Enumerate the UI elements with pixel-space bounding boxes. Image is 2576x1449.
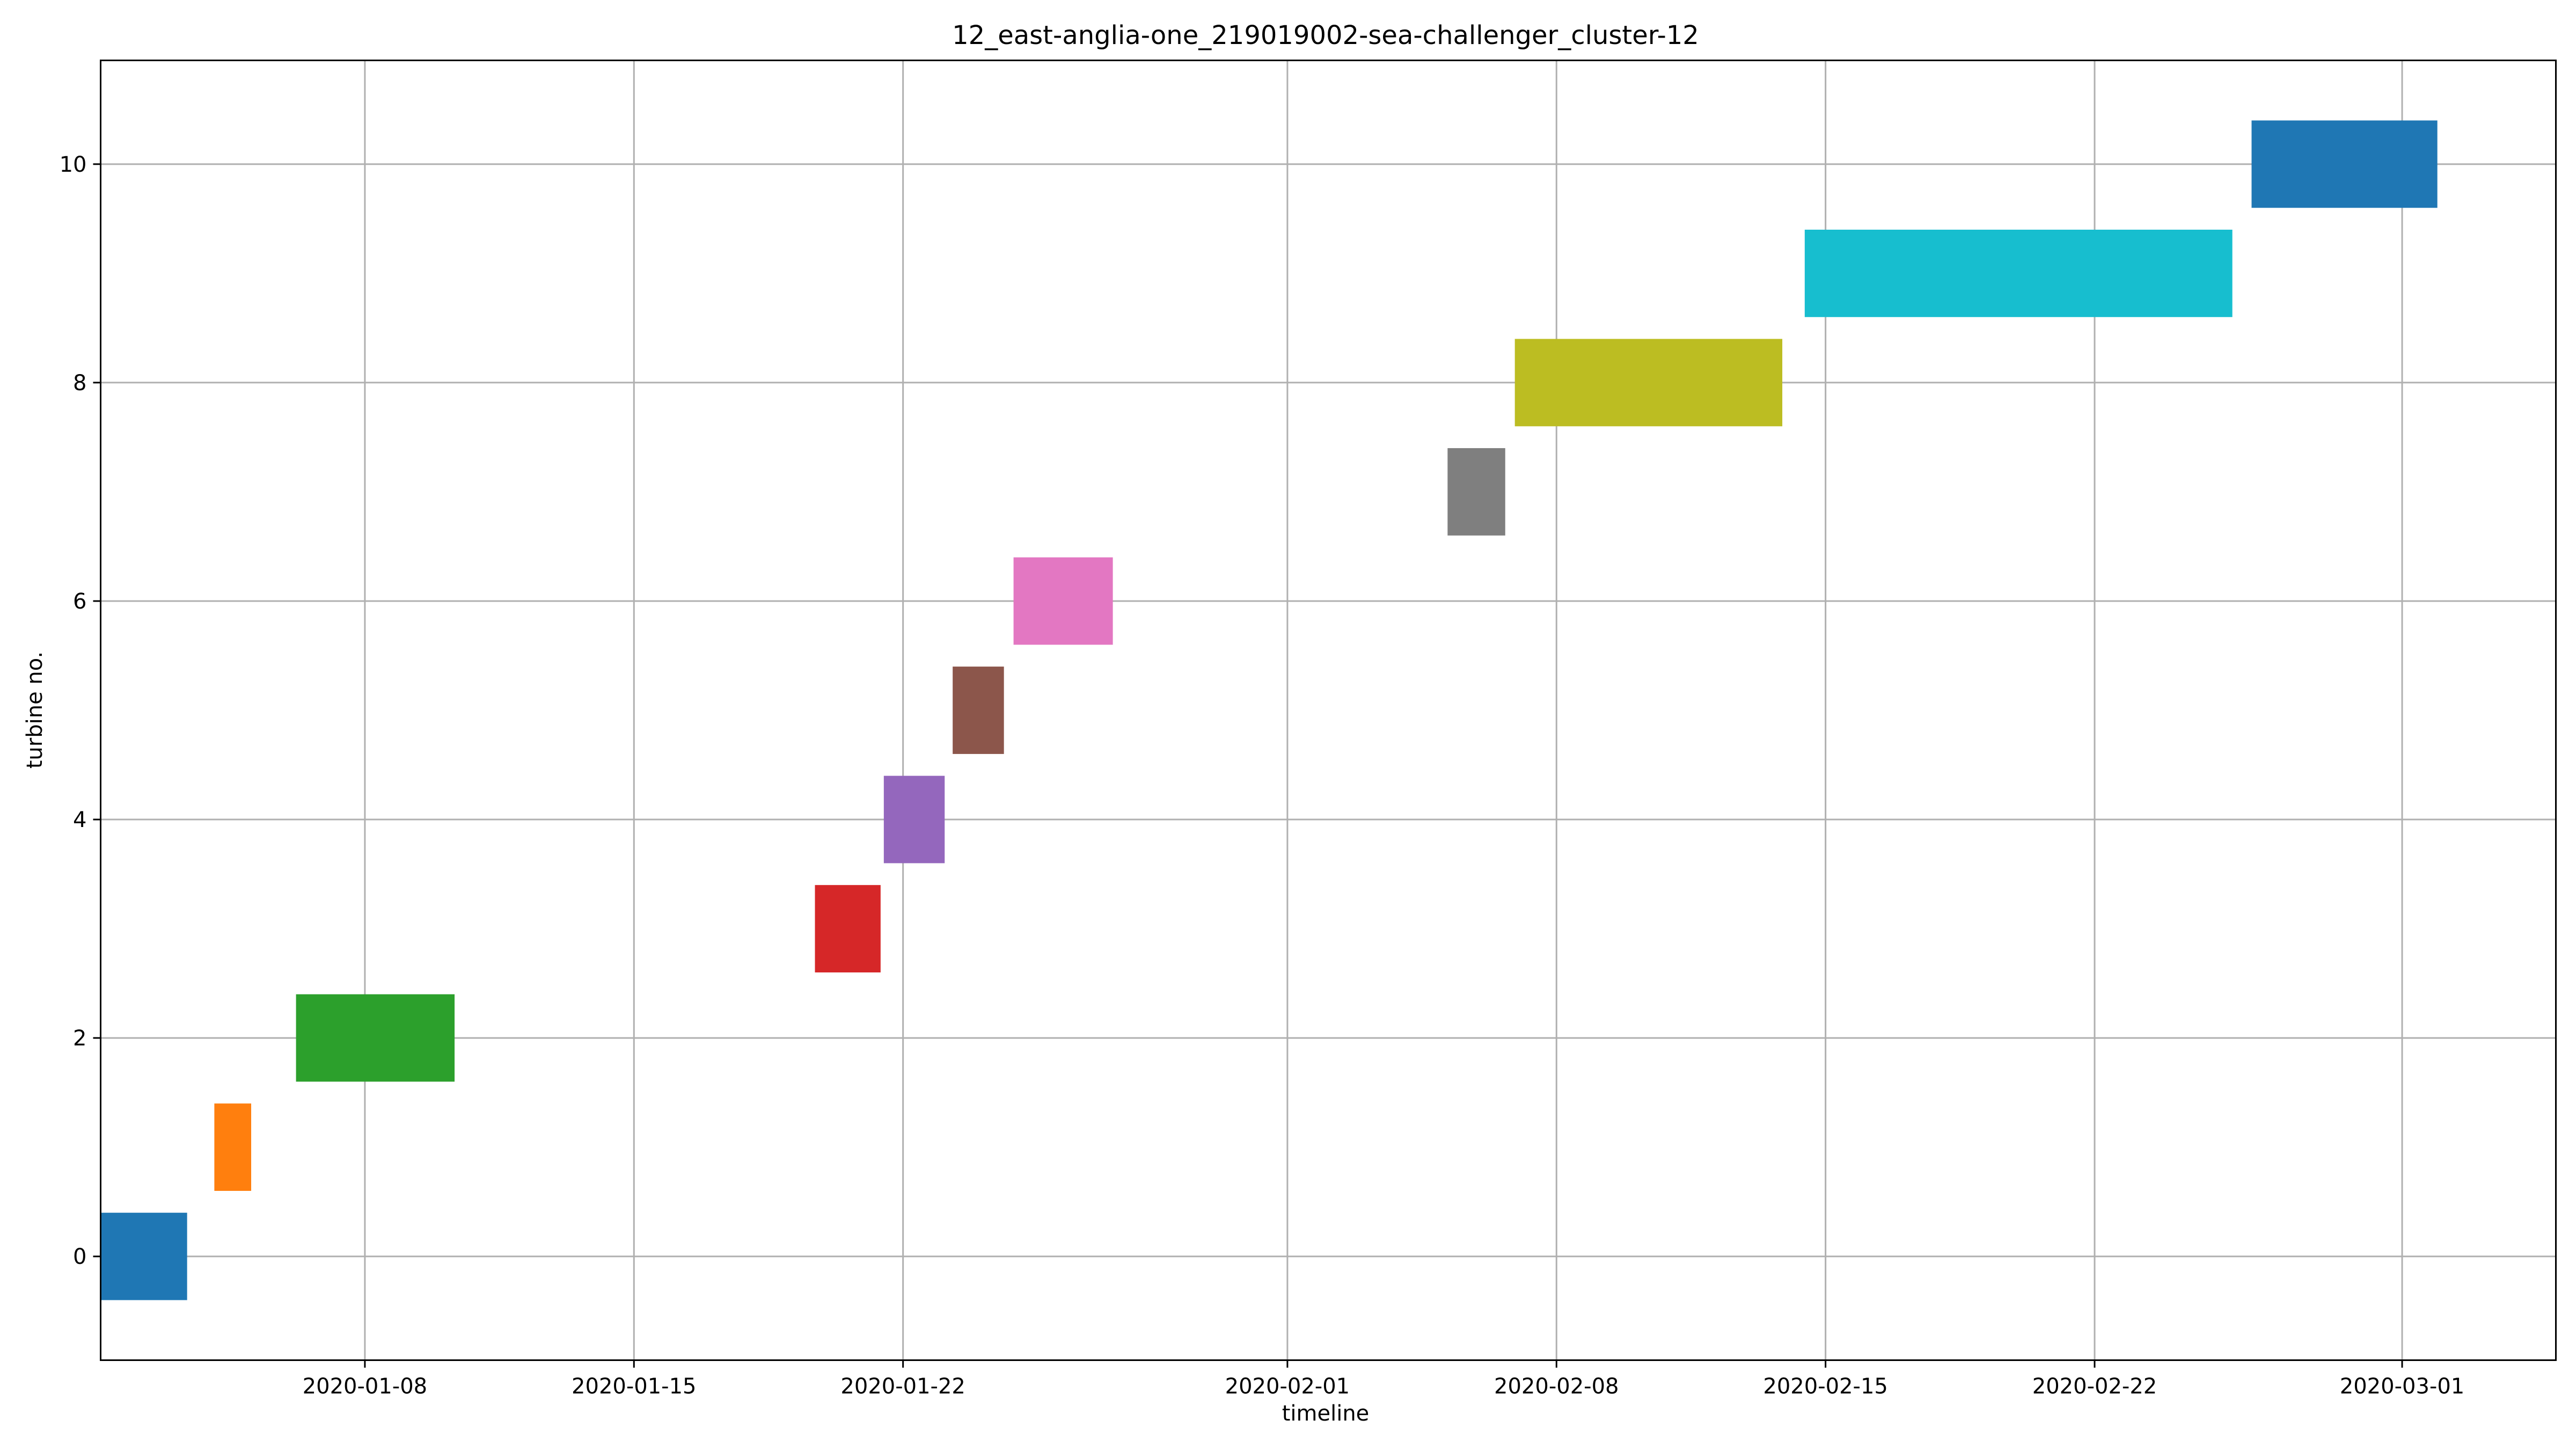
bar-turbine-10 [2251, 120, 2438, 208]
y-axis-label: turbine no. [23, 652, 47, 769]
plot-frame [100, 60, 2557, 1361]
bars-group [100, 120, 2438, 1300]
y-tick-label: 8 [73, 371, 86, 396]
y-tick-label: 10 [60, 152, 87, 177]
bar-turbine-8 [1514, 339, 1783, 427]
bar-turbine-6 [1013, 557, 1113, 645]
y-tick-label: 0 [73, 1245, 86, 1269]
x-tick-label: 2020-01-15 [572, 1374, 696, 1399]
y-tick-label: 2 [73, 1026, 86, 1051]
axis-ticks: 2020-01-08 2020-01-15 2020-01-22 2020-02-01… [60, 152, 2465, 1399]
x-axis-label: timeline [1282, 1401, 1370, 1426]
bar-turbine-2 [296, 994, 455, 1082]
y-tick-label: 4 [73, 808, 86, 832]
bar-turbine-0 [100, 1212, 187, 1300]
x-tick-label: 2020-01-22 [840, 1374, 965, 1399]
x-tick-label: 2020-01-08 [303, 1374, 427, 1399]
x-tick-label: 2020-02-08 [1494, 1374, 1619, 1399]
bar-turbine-5 [953, 667, 1004, 754]
x-tick-label: 2020-02-01 [1225, 1374, 1350, 1399]
bar-turbine-7 [1447, 448, 1505, 536]
bar-turbine-1 [214, 1103, 252, 1191]
y-tick-label: 6 [73, 589, 86, 614]
chart-title: 12_east-anglia-one_219019002-sea-challen… [952, 20, 1699, 50]
x-tick-label: 2020-03-01 [2340, 1374, 2464, 1399]
bar-turbine-3 [815, 885, 881, 972]
x-tick-label: 2020-02-15 [1763, 1374, 1887, 1399]
bar-turbine-4 [883, 775, 945, 863]
x-tick-label: 2020-02-22 [2032, 1374, 2157, 1399]
bar-turbine-9 [1804, 229, 2233, 317]
